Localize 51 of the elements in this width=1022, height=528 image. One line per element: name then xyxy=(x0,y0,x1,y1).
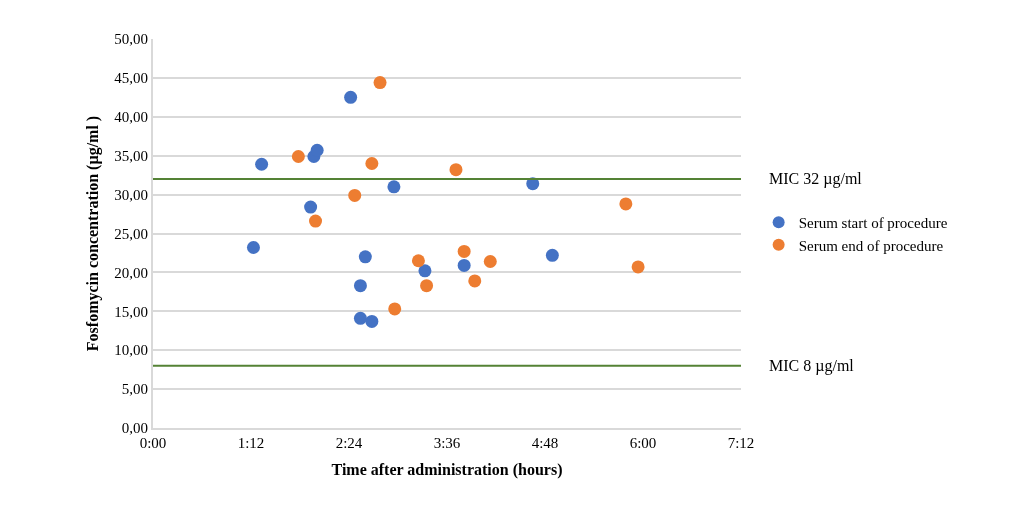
point xyxy=(619,197,633,211)
point xyxy=(420,279,434,293)
point xyxy=(457,244,471,258)
ref-line-label: MIC 32 µg/ml xyxy=(769,170,863,188)
point xyxy=(468,274,482,288)
point xyxy=(353,279,367,293)
point xyxy=(365,156,379,170)
x-tick-label: 3:36 xyxy=(433,435,461,451)
point xyxy=(365,314,379,328)
y-tick-label: 10,00 xyxy=(114,342,148,359)
point xyxy=(373,76,387,90)
point xyxy=(483,255,497,268)
point xyxy=(545,248,559,262)
point xyxy=(418,264,432,278)
y-tick-label: 0,00 xyxy=(121,420,148,437)
y-tick-label: 20,00 xyxy=(114,264,148,281)
point xyxy=(246,241,260,254)
point xyxy=(353,311,367,325)
y-tick-label: 50,00 xyxy=(114,31,148,48)
legend-label: Serum end of procedure xyxy=(798,237,944,254)
point xyxy=(348,188,362,202)
point xyxy=(388,302,402,316)
point xyxy=(291,149,305,163)
y-tick-label: 25,00 xyxy=(114,225,148,242)
x-tick-label: 2:24 xyxy=(335,435,363,451)
x-tick-label: 4:48 xyxy=(531,435,559,451)
y-tick-label: 30,00 xyxy=(114,186,148,203)
point xyxy=(449,163,463,177)
point xyxy=(411,254,425,268)
x-tick-label: 7:12 xyxy=(727,435,755,451)
y-tick-label: 5,00 xyxy=(121,381,148,398)
x-tick-label: 0:00 xyxy=(139,435,167,451)
point xyxy=(304,200,318,214)
point xyxy=(631,260,645,274)
point xyxy=(387,180,401,194)
y-tick-label: 15,00 xyxy=(114,303,148,320)
point xyxy=(310,143,324,157)
y-tick-label: 40,00 xyxy=(114,109,148,126)
point xyxy=(457,258,471,272)
x-tick-label: 1:12 xyxy=(237,435,265,451)
y-axis-title: Fosfomycin concentration (µg/ml ) xyxy=(83,115,102,352)
x-axis-title: Time after administration (hours) xyxy=(331,461,563,480)
x-tick-label: 6:00 xyxy=(629,435,657,451)
legend-label: Serum start of procedure xyxy=(798,215,948,232)
y-tick-label: 45,00 xyxy=(114,70,148,87)
ref-line-label: MIC 8 µg/ml xyxy=(769,357,855,375)
point xyxy=(255,157,269,171)
y-tick-label: 35,00 xyxy=(114,147,148,164)
point xyxy=(358,250,372,264)
point xyxy=(309,214,323,228)
point xyxy=(344,90,358,104)
